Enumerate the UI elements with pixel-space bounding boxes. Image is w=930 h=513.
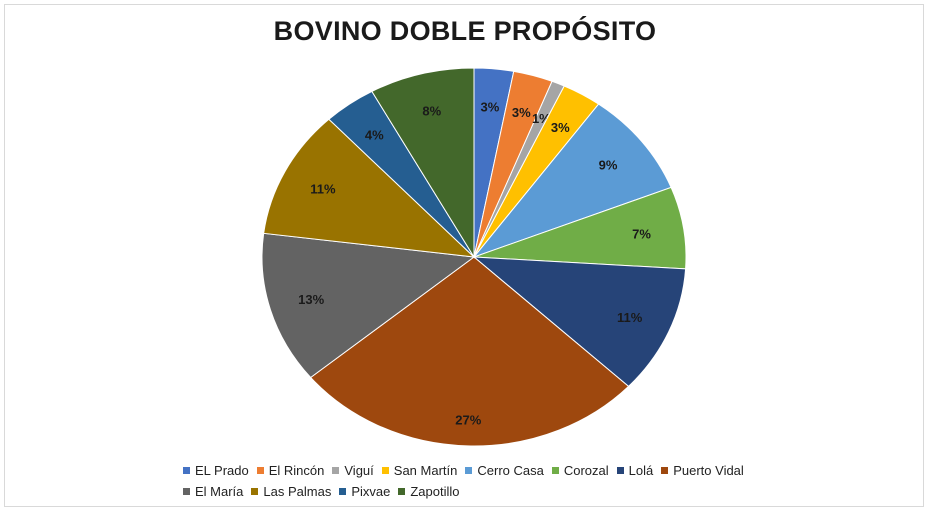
chart-legend: EL Prado El Rincón Viguí San Martín Cerro Ca… bbox=[183, 463, 783, 499]
legend-item: Pixvae bbox=[339, 484, 390, 499]
legend-item: Las Palmas bbox=[251, 484, 331, 499]
data-label: 9% bbox=[599, 157, 618, 172]
data-label: 8% bbox=[422, 104, 441, 119]
legend-item: Viguí bbox=[332, 463, 374, 478]
legend-swatch bbox=[251, 488, 259, 495]
legend-item: San Martín bbox=[381, 463, 458, 478]
legend-label: El Rincón bbox=[268, 463, 325, 478]
pie-slice-cerro-casa bbox=[472, 103, 672, 259]
chart-title: BOVINO DOBLE PROPÓSITO bbox=[273, 16, 657, 46]
pie-slice-zapotillo bbox=[371, 67, 475, 259]
legend-label: El María bbox=[195, 484, 244, 499]
legend-swatch bbox=[661, 467, 669, 474]
legend-swatch bbox=[339, 488, 347, 495]
pie-slice-lolá bbox=[472, 256, 687, 388]
legend-swatch bbox=[256, 467, 264, 474]
legend-item: Zapotillo bbox=[398, 484, 460, 499]
legend-item: El Rincón bbox=[256, 463, 325, 478]
legend-item: EL Prado bbox=[183, 463, 249, 478]
legend-label: Lolá bbox=[628, 463, 654, 478]
legend-label: Cerro Casa bbox=[477, 463, 544, 478]
legend-label: Puerto Vidal bbox=[673, 463, 744, 478]
data-label: 3% bbox=[512, 105, 531, 120]
data-label: 3% bbox=[481, 99, 500, 114]
data-label: 27% bbox=[455, 412, 481, 427]
legend-item: Corozal bbox=[551, 463, 609, 478]
legend-item: Cerro Casa bbox=[465, 463, 544, 478]
data-label: 3% bbox=[551, 120, 570, 135]
legend-item: Puerto Vidal bbox=[661, 463, 744, 478]
legend-label: San Martín bbox=[393, 463, 458, 478]
legend-swatch bbox=[183, 467, 190, 474]
legend-swatch bbox=[616, 467, 624, 474]
data-label: 7% bbox=[632, 226, 651, 241]
legend-label: Zapotillo bbox=[410, 484, 460, 499]
data-label: 11% bbox=[617, 310, 643, 325]
data-label: 4% bbox=[365, 128, 384, 143]
legend-swatch bbox=[381, 467, 389, 474]
legend-label: Las Palmas bbox=[263, 484, 332, 499]
legend-swatch bbox=[465, 467, 473, 474]
legend-label: Viguí bbox=[344, 463, 374, 478]
data-label: 11% bbox=[310, 181, 336, 196]
legend-label: Pixvae bbox=[351, 484, 391, 499]
pie-slice-las-palmas bbox=[263, 118, 476, 258]
legend-item: Lolá bbox=[616, 463, 654, 478]
legend-swatch bbox=[332, 467, 340, 474]
legend-label: EL Prado bbox=[195, 463, 249, 478]
legend-swatch bbox=[398, 488, 406, 495]
legend-swatch bbox=[183, 488, 190, 495]
pie-slice-el-maría bbox=[261, 232, 476, 379]
legend-item: El María bbox=[183, 484, 243, 499]
legend-swatch bbox=[551, 467, 559, 474]
legend-label: Corozal bbox=[563, 463, 609, 478]
pie-slice-puerto-vidal bbox=[309, 256, 630, 447]
data-label: 13% bbox=[298, 292, 324, 307]
